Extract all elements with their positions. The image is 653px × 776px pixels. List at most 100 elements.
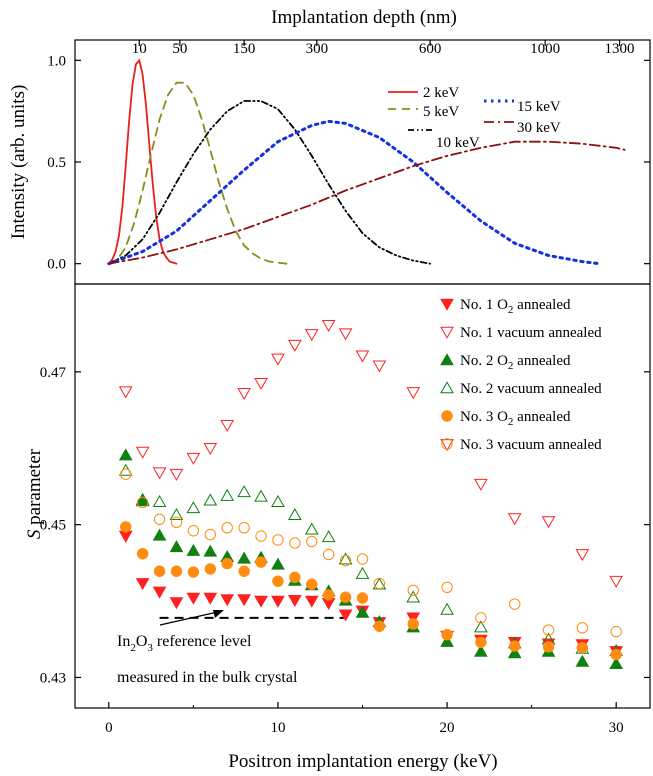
data-point-series-5 bbox=[322, 589, 335, 601]
data-point-series-1 bbox=[254, 595, 268, 608]
data-point-series-2 bbox=[474, 478, 488, 491]
data-point-series-2 bbox=[338, 328, 353, 341]
data-point-series-3 bbox=[355, 605, 370, 618]
data-point-series-2 bbox=[406, 387, 421, 400]
profile-curves bbox=[107, 58, 626, 266]
top-axis-title: Implantation depth (nm) bbox=[271, 7, 457, 28]
legend-marker bbox=[441, 438, 453, 450]
data-point-series-5 bbox=[136, 547, 149, 560]
data-point-series-6 bbox=[170, 516, 183, 529]
data-point-series-6 bbox=[204, 528, 216, 541]
data-point-series-5 bbox=[356, 592, 369, 604]
legend-label: 30 keV bbox=[517, 120, 561, 136]
energy-axis-ticks: 0 10 20 30 bbox=[105, 702, 624, 736]
energy-tick-label: 20 bbox=[440, 720, 455, 736]
data-point-series-6 bbox=[136, 496, 149, 509]
data-point-series-5 bbox=[407, 618, 419, 630]
data-point-series-3 bbox=[237, 551, 251, 564]
legend-label: No. 3 O2 annealed bbox=[460, 409, 571, 428]
data-point-series-4 bbox=[271, 495, 285, 508]
data-point-series-5 bbox=[289, 571, 301, 584]
data-point-series-3 bbox=[152, 528, 167, 541]
depth-tick-label: 50 bbox=[172, 41, 187, 57]
data-point-series-4 bbox=[186, 501, 201, 514]
data-point-series-1 bbox=[203, 592, 218, 605]
s-tick-label: 0.47 bbox=[40, 365, 67, 381]
legend-marker bbox=[440, 353, 454, 366]
data-point-series-3 bbox=[474, 644, 488, 657]
data-point-series-1 bbox=[169, 597, 184, 610]
data-point-series-4 bbox=[474, 620, 488, 633]
legend-label: 15 keV bbox=[517, 99, 561, 115]
data-point-series-6 bbox=[289, 537, 301, 549]
s-tick-label: 0.43 bbox=[40, 670, 66, 686]
s-parameter-legend: No. 1 O2 annealed No. 1 vacuum annealed No… bbox=[440, 297, 602, 453]
depth-tick-label: 10 bbox=[132, 41, 147, 57]
data-point-series-2 bbox=[152, 467, 167, 480]
data-point-series-1 bbox=[304, 595, 319, 608]
data-point-series-3 bbox=[186, 543, 201, 556]
data-point-series-6 bbox=[221, 522, 233, 534]
data-point-series-1 bbox=[152, 586, 167, 599]
top-panel: Implantation depth (nm) 10 50 150 300 600 100… bbox=[8, 7, 651, 285]
s-symbol: S bbox=[24, 529, 45, 539]
data-point-series-6 bbox=[610, 625, 622, 638]
reference-annotation-line2: measured in the bulk crystal bbox=[117, 669, 298, 686]
data-point-series-2 bbox=[304, 329, 319, 342]
legend-label: 5 keV bbox=[423, 104, 459, 120]
legend-label: No. 1 O2 annealed bbox=[460, 297, 571, 316]
data-point-series-5 bbox=[204, 563, 216, 575]
data-point-series-6 bbox=[542, 624, 555, 636]
data-point-series-5 bbox=[272, 575, 284, 587]
data-point-series-1 bbox=[287, 594, 302, 607]
data-point-series-2 bbox=[203, 442, 218, 455]
curve-15-kev bbox=[107, 119, 601, 266]
data-point-series-3 bbox=[575, 654, 590, 667]
data-point-series-5 bbox=[339, 591, 352, 603]
intensity-tick-label: 0.5 bbox=[47, 155, 66, 171]
data-point-series-2 bbox=[507, 513, 522, 526]
legend-label: 10 keV bbox=[436, 135, 480, 151]
legend-marker bbox=[440, 298, 454, 311]
intensity-tick-label: 0.0 bbox=[47, 257, 66, 273]
legend-label: No. 2 O2 annealed bbox=[460, 353, 571, 372]
reference-arrow bbox=[159, 610, 224, 626]
depth-tick-label: 150 bbox=[233, 41, 256, 57]
data-point-series-4 bbox=[135, 492, 150, 505]
data-point-series-2 bbox=[321, 319, 336, 332]
energy-tick-label: 0 bbox=[105, 720, 113, 736]
legend-label: No. 1 vacuum annealed bbox=[460, 325, 602, 341]
data-point-series-4 bbox=[203, 493, 218, 506]
intensity-axis-ticks: 0.0 0.5 1.0 bbox=[47, 53, 650, 273]
data-point-series-2 bbox=[541, 516, 556, 529]
data-point-series-6 bbox=[339, 554, 352, 567]
data-point-series-4 bbox=[287, 508, 302, 521]
data-point-series-5 bbox=[475, 636, 487, 648]
data-point-series-2 bbox=[575, 549, 590, 562]
data-point-series-1 bbox=[271, 595, 285, 608]
data-point-series-4 bbox=[355, 566, 370, 579]
data-point-series-6 bbox=[187, 525, 200, 537]
depth-tick-label: 1000 bbox=[530, 41, 560, 57]
data-point-series-5 bbox=[576, 641, 589, 654]
data-point-series-4 bbox=[440, 602, 454, 615]
data-point-series-6 bbox=[475, 612, 487, 624]
data-point-series-3 bbox=[169, 540, 184, 553]
s-parameter-points bbox=[118, 319, 624, 669]
data-point-series-2 bbox=[186, 452, 201, 465]
data-point-series-2 bbox=[372, 360, 387, 373]
energy-tick-label: 10 bbox=[270, 720, 285, 736]
s-parameter-axis-ticks: 0.43 0.45 0.47 bbox=[40, 365, 650, 686]
top-axis-ticks: 10 50 150 300 600 1000 1300 bbox=[132, 40, 635, 57]
data-point-series-4 bbox=[406, 590, 421, 603]
data-point-series-4 bbox=[118, 463, 133, 476]
data-point-series-2 bbox=[254, 378, 268, 391]
data-point-series-1 bbox=[186, 592, 201, 605]
data-point-series-2 bbox=[220, 420, 235, 433]
data-point-series-6 bbox=[255, 530, 267, 542]
data-point-series-3 bbox=[118, 448, 133, 461]
data-point-series-4 bbox=[304, 522, 319, 535]
legend-marker bbox=[440, 381, 454, 394]
data-point-series-4 bbox=[169, 508, 184, 521]
